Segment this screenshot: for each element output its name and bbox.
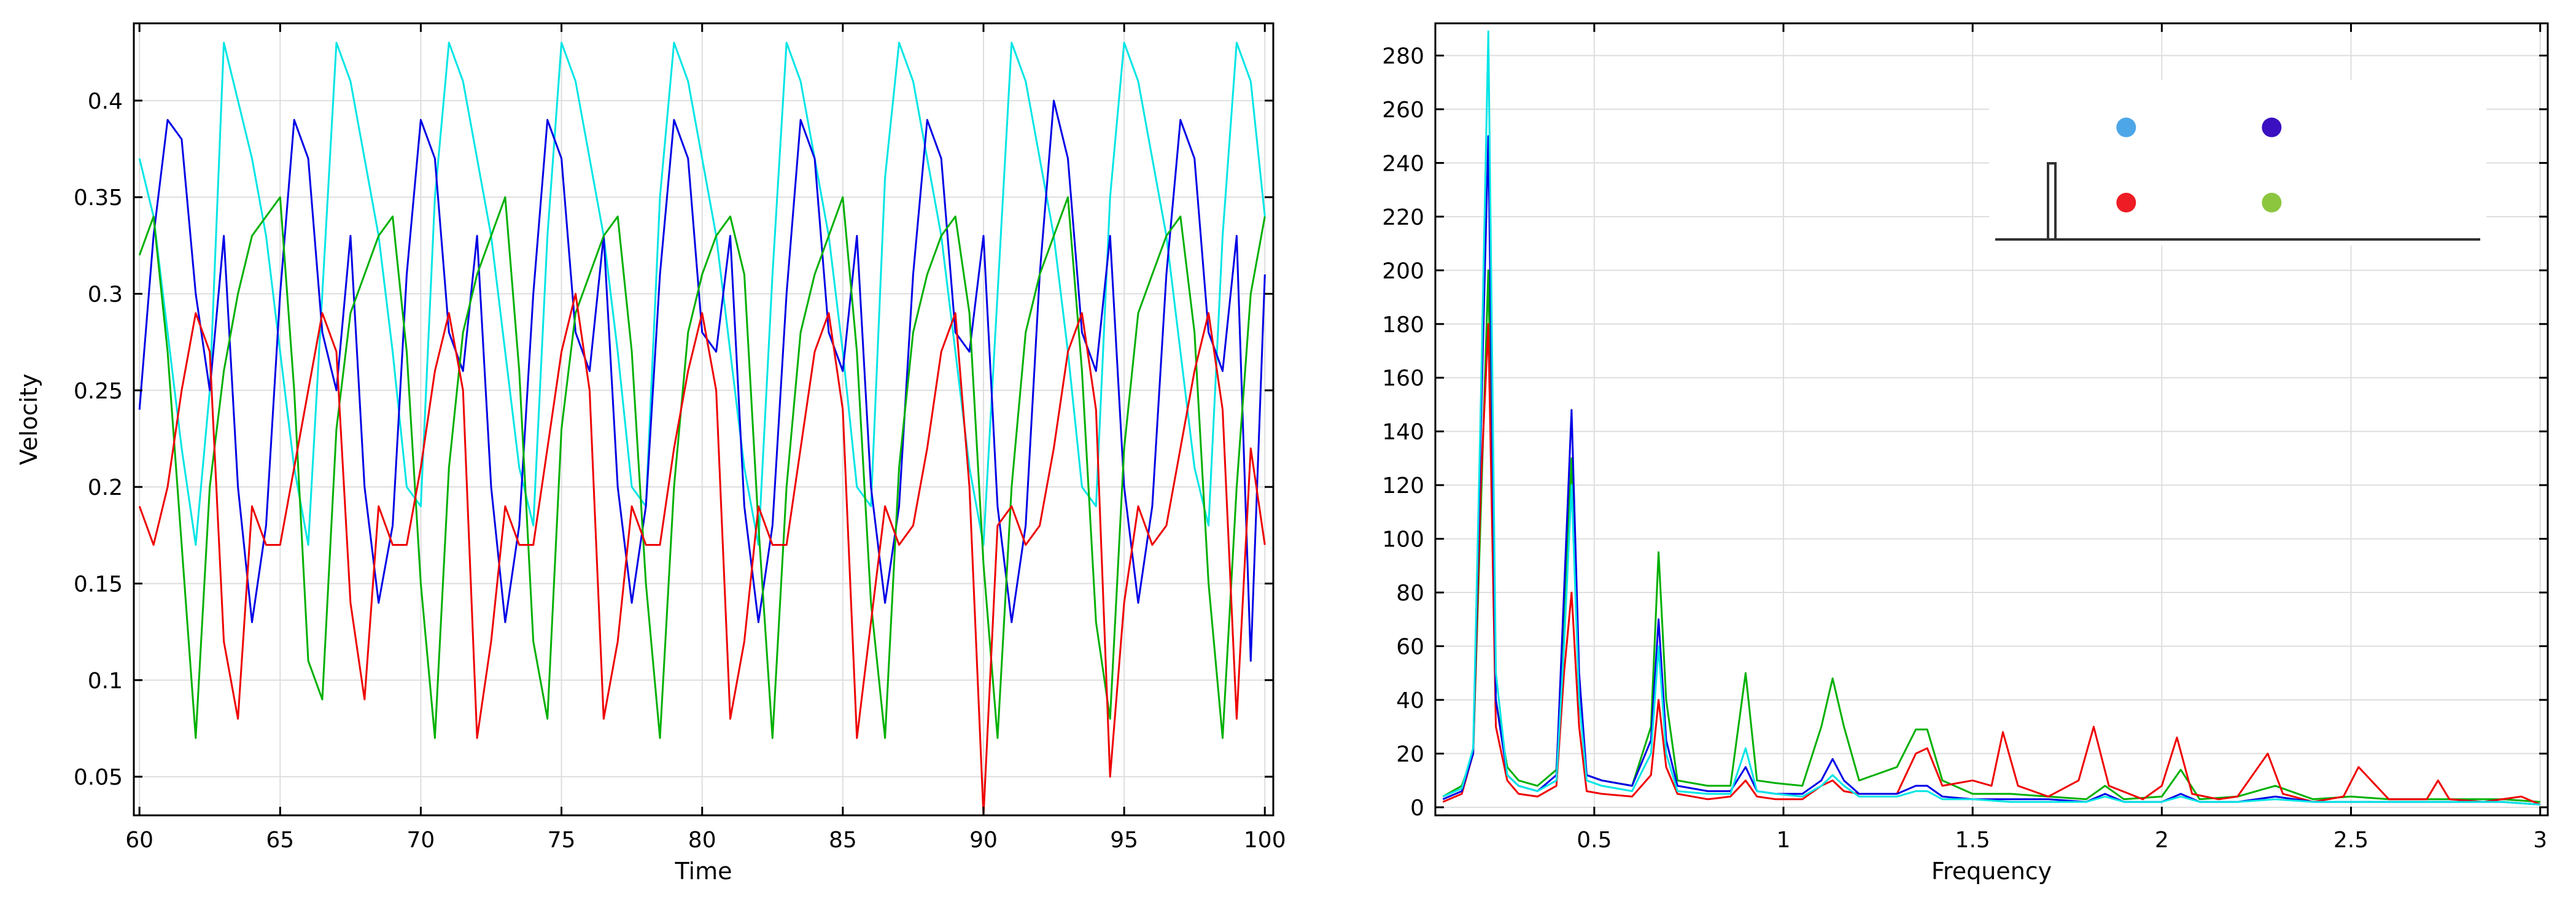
y-tick-label: 220 <box>1382 205 1424 230</box>
y-tick-label: 180 <box>1382 313 1424 338</box>
velocity-time-chart: 60 65 70 75 80 85 90 95 100 0.05 0.1 0.15 0.2 0.25 0.3… <box>0 0 1288 895</box>
series-line-3 <box>1442 30 2540 806</box>
series-line-3 <box>138 293 1266 817</box>
series-line-2 <box>138 196 1266 739</box>
probe-point-2 <box>2116 193 2136 212</box>
y-tick-label: 200 <box>1382 258 1424 284</box>
plot-frame <box>1434 22 2549 817</box>
y-tick-label: 0.25 <box>74 379 123 404</box>
frequency-spectrum-plot: 0.5 1 1.5 2 2.5 3 0 20 40 60 80 100 120 140 160 180 200 2… <box>1382 22 2549 885</box>
velocity-time-plot: 60 65 70 75 80 85 90 95 100 0.05 0.1 0.15 0.2 0.25 0.3… <box>15 22 1286 885</box>
y-tick-label: 0.2 <box>88 475 123 500</box>
y-tick-label: 0.4 <box>88 89 123 114</box>
y-tick-label: 280 <box>1382 44 1424 69</box>
series-line-0 <box>1442 269 2540 803</box>
probe-point-1 <box>2262 117 2282 138</box>
y-tick-label: 140 <box>1382 420 1424 445</box>
plot-frame <box>133 22 1274 817</box>
y-tick-label: 0.35 <box>74 185 123 211</box>
y-tick-label: 120 <box>1382 473 1424 499</box>
x-tick-label: 1 <box>1777 828 1791 853</box>
x-axis-title: Frequency <box>1931 858 2052 885</box>
grid <box>134 23 1273 815</box>
x-tick-label: 1.5 <box>1955 828 1990 853</box>
inset-background <box>1989 80 2486 246</box>
series-line-0 <box>138 42 1266 546</box>
x-tick-label: 90 <box>969 828 998 853</box>
x-tick-label: 95 <box>1110 828 1138 853</box>
y-tick-label: 0.1 <box>88 669 123 694</box>
x-tick-label: 2.5 <box>2334 828 2368 853</box>
probe-point-3 <box>2262 193 2282 212</box>
x-tick-label: 3 <box>2533 828 2547 853</box>
x-tick-label: 85 <box>829 828 857 853</box>
y-axis-title: Velocity <box>15 373 42 465</box>
x-tick-label: 75 <box>548 828 576 853</box>
x-tick-label: 100 <box>1244 828 1286 853</box>
x-tick-label: 80 <box>688 828 716 853</box>
y-tick-label: 20 <box>1396 742 1424 767</box>
probe-point-0 <box>2116 117 2136 138</box>
series-line-1 <box>138 99 1266 662</box>
x-tick-label: 0.5 <box>1577 828 1612 853</box>
inset-obstacle <box>2047 162 2057 241</box>
x-tick-label: 2 <box>2155 828 2169 853</box>
y-tick-label: 100 <box>1382 527 1424 553</box>
x-tick-label: 60 <box>125 828 153 853</box>
y-tick-label: 160 <box>1382 366 1424 391</box>
y-tick-label: 0.3 <box>88 282 123 307</box>
y-tick-label: 240 <box>1382 151 1424 176</box>
y-tick-label: 0 <box>1410 796 1424 821</box>
x-axis-title: Time <box>675 858 732 885</box>
y-tick-label: 0.15 <box>74 572 123 597</box>
probe-location-inset <box>1989 80 2486 246</box>
y-tick-label: 60 <box>1396 635 1424 660</box>
y-tick-label: 260 <box>1382 98 1424 123</box>
series-line-1 <box>1442 323 2541 806</box>
y-tick-label: 80 <box>1396 581 1424 606</box>
frequency-spectrum-chart: 0.5 1 1.5 2 2.5 3 0 20 40 60 80 100 120 140 160 180 200 2… <box>1320 0 2576 895</box>
x-tick-label: 70 <box>407 828 435 853</box>
y-tick-label: 0.05 <box>74 765 123 790</box>
x-tick-label: 65 <box>266 828 294 853</box>
y-tick-label: 40 <box>1396 688 1424 713</box>
